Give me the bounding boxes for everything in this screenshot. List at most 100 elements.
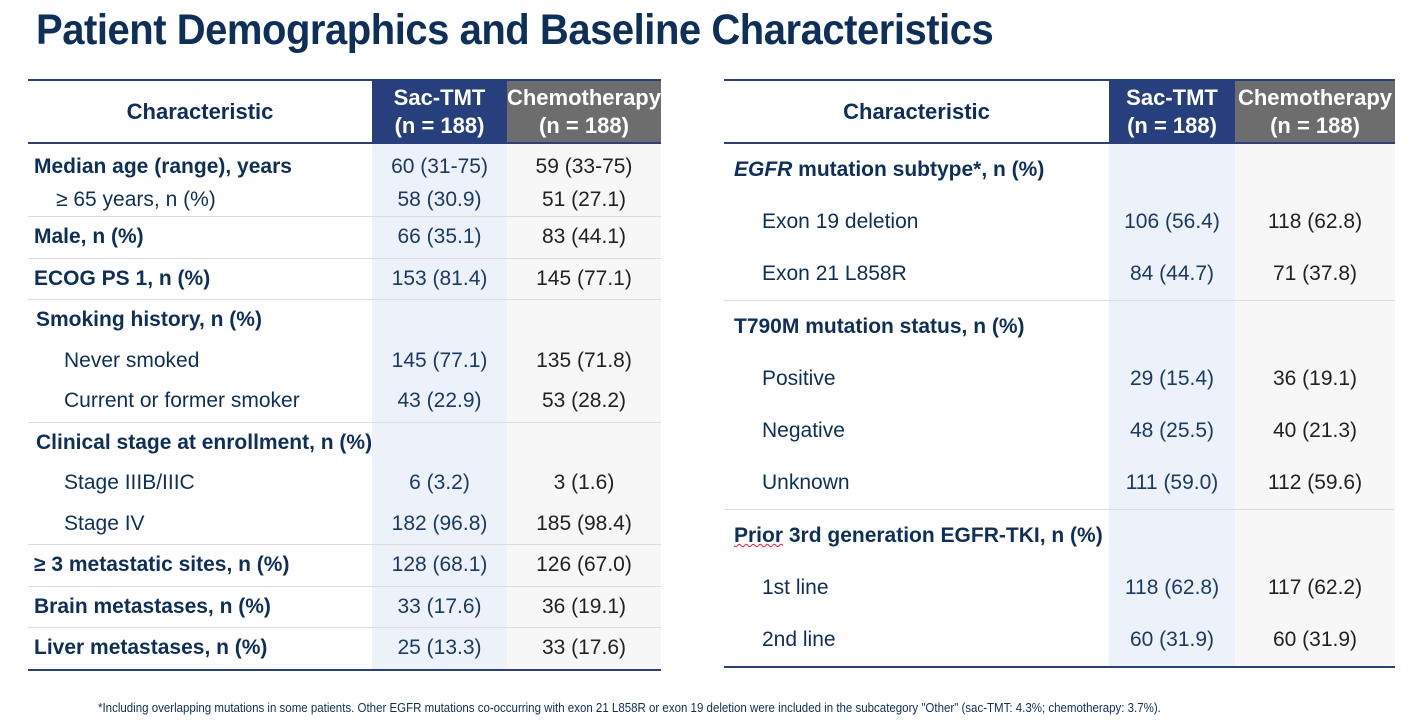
row-label: Unknown [762,471,850,494]
cell-sac-tmt: 118 (62.8) [1109,562,1235,614]
cell-chemotherapy [506,421,661,463]
table-row: Prior 3rd generation EGFR-TKI, n (%) [724,509,1395,562]
header-sac-tmt: Sac-TMT (n = 188) [372,79,507,144]
row-label: Male, n (%) [28,216,373,258]
cell-chemotherapy: 135 (71.8) [506,340,661,381]
cell-chemotherapy: 60 (31.9) [1235,614,1395,668]
cell-chemotherapy: 185 (98.4) [506,503,661,545]
cell-chemotherapy: 36 (19.1) [1235,353,1395,405]
cell-sac-tmt: 182 (96.8) [372,503,507,545]
cell-chemotherapy: 33 (17.6) [506,627,661,671]
table-row: EGFR mutation subtype*, n (%) [724,143,1395,196]
table-row: Clinical stage at enrollment, n (%) [28,421,661,463]
cell-chemotherapy: 118 (62.8) [1235,196,1395,248]
cell-sac-tmt: 48 (25.5) [1109,405,1235,457]
table-row: Negative 48 (25.5) 40 (21.3) [724,405,1395,457]
row-label: 1st line [762,576,829,599]
cell-sac-tmt [1109,300,1235,353]
cell-chemotherapy [1235,143,1395,196]
cell-sac-tmt: 29 (15.4) [1109,353,1235,405]
header-chemo-n: (n = 188) [539,112,629,138]
header-characteristic: Characteristic [724,79,1109,144]
cell-sac-tmt: 6 (3.2) [372,463,507,504]
table-row: 1st line 118 (62.8) 117 (62.2) [724,562,1395,614]
demographics-table-left: Characteristic Sac-TMT (n = 188) Chemothe… [28,79,661,671]
row-label-prior: Prior [734,524,784,547]
header-sac-tmt: Sac-TMT (n = 188) [1109,79,1235,144]
table-row: Male, n (%) 66 (35.1) 83 (44.1) [28,216,661,258]
row-label: Negative [762,419,845,442]
footnote: *Including overlapping mutations in some… [98,701,1161,715]
row-label-rest: mutation subtype*, n (%) [792,158,1045,181]
row-label: Clinical stage at enrollment, n (%) [28,421,373,463]
cell-sac-tmt: 58 (30.9) [372,183,507,217]
cell-sac-tmt: 66 (35.1) [372,216,507,258]
header-sac-tmt-name: Sac-TMT [1126,84,1218,110]
table-row: T790M mutation status, n (%) [724,300,1395,353]
row-label: EGFR mutation subtype*, n (%) [724,143,1109,196]
cell-chemotherapy: 83 (44.1) [506,216,661,258]
cell-sac-tmt [372,299,507,341]
table-row: Median age (range), years 60 (31-75) 59 (3… [28,143,661,183]
table-row: Stage IV 182 (96.8) 185 (98.4) [28,503,661,545]
table-row: Never smoked 145 (77.1) 135 (71.8) [28,340,661,381]
header-chemo-n: (n = 188) [1270,112,1360,138]
header-sac-tmt-n: (n = 188) [1127,112,1217,138]
row-label: Exon 21 L858R [762,262,907,285]
table-row: 2nd line 60 (31.9) 60 (31.9) [724,614,1395,668]
row-label: 2nd line [724,614,1109,668]
cell-sac-tmt: 128 (68.1) [372,544,507,586]
row-label: ECOG PS 1, n (%) [28,257,373,300]
row-label: Stage IV [64,511,145,535]
row-label: Never smoked [64,348,200,372]
cell-chemotherapy: 126 (67.0) [506,544,661,586]
row-label: Brain metastases, n (%) [28,585,373,628]
table-row: Liver metastases, n (%) 25 (13.3) 33 (17.6… [28,627,661,671]
header-chemotherapy: Chemotherapy (n = 188) [506,79,661,144]
table-row: Smoking history, n (%) [28,299,661,341]
cell-chemotherapy: 53 (28.2) [506,381,661,422]
cell-sac-tmt [1109,143,1235,196]
row-label: Positive [762,367,836,390]
cell-sac-tmt: 60 (31-75) [372,143,507,183]
table-row: ≥ 3 metastatic sites, n (%) 128 (68.1) 126… [28,544,661,586]
row-label-rest: 3rd generation EGFR-TKI, n (%) [783,524,1103,547]
row-label: Current or former smoker [64,389,300,413]
cell-sac-tmt: 60 (31.9) [1109,614,1235,668]
cell-chemotherapy: 71 (37.8) [1235,248,1395,301]
row-label: Prior 3rd generation EGFR-TKI, n (%) [724,509,1109,562]
header-chemotherapy: Chemotherapy (n = 188) [1235,79,1395,144]
cell-sac-tmt: 145 (77.1) [372,340,507,381]
table-row: Brain metastases, n (%) 33 (17.6) 36 (19.1… [28,585,661,628]
header-chemo-name: Chemotherapy [506,84,661,110]
cell-chemotherapy: 145 (77.1) [506,257,661,300]
cell-sac-tmt [1109,509,1235,562]
row-label: T790M mutation status, n (%) [724,300,1109,353]
cell-chemotherapy: 40 (21.3) [1235,405,1395,457]
row-label: Smoking history, n (%) [28,299,373,341]
row-label: ≥ 3 metastatic sites, n (%) [28,544,373,586]
header-sac-tmt-n: (n = 188) [394,112,485,138]
cell-sac-tmt: 33 (17.6) [372,585,507,628]
cell-chemotherapy: 112 (59.6) [1235,457,1395,510]
cell-sac-tmt: 84 (44.7) [1109,248,1235,301]
row-label: Liver metastases, n (%) [28,627,373,671]
row-label: Median age (range), years [34,154,292,178]
cell-chemotherapy [1235,509,1395,562]
table-row: Unknown 111 (59.0) 112 (59.6) [724,457,1395,510]
table-row: Exon 19 deletion 106 (56.4) 118 (62.8) [724,196,1395,248]
cell-chemotherapy: 117 (62.2) [1235,562,1395,614]
table-row: Positive 29 (15.4) 36 (19.1) [724,353,1395,405]
cell-sac-tmt: 43 (22.9) [372,381,507,422]
cell-sac-tmt: 106 (56.4) [1109,196,1235,248]
cell-chemotherapy [1235,300,1395,353]
header-characteristic: Characteristic [28,79,373,144]
cell-chemotherapy: 36 (19.1) [506,585,661,628]
row-label: Stage IIIB/IIIC [64,471,195,495]
row-label: ≥ 65 years, n (%) [56,187,216,211]
table-header-row: Characteristic Sac-TMT (n = 188) Chemothe… [28,79,661,144]
page-title: Patient Demographics and Baseline Charac… [36,6,994,54]
table-row: ≥ 65 years, n (%) 58 (30.9) 51 (27.1) [28,183,661,217]
cell-sac-tmt: 153 (81.4) [372,257,507,300]
cell-chemotherapy: 3 (1.6) [506,463,661,504]
